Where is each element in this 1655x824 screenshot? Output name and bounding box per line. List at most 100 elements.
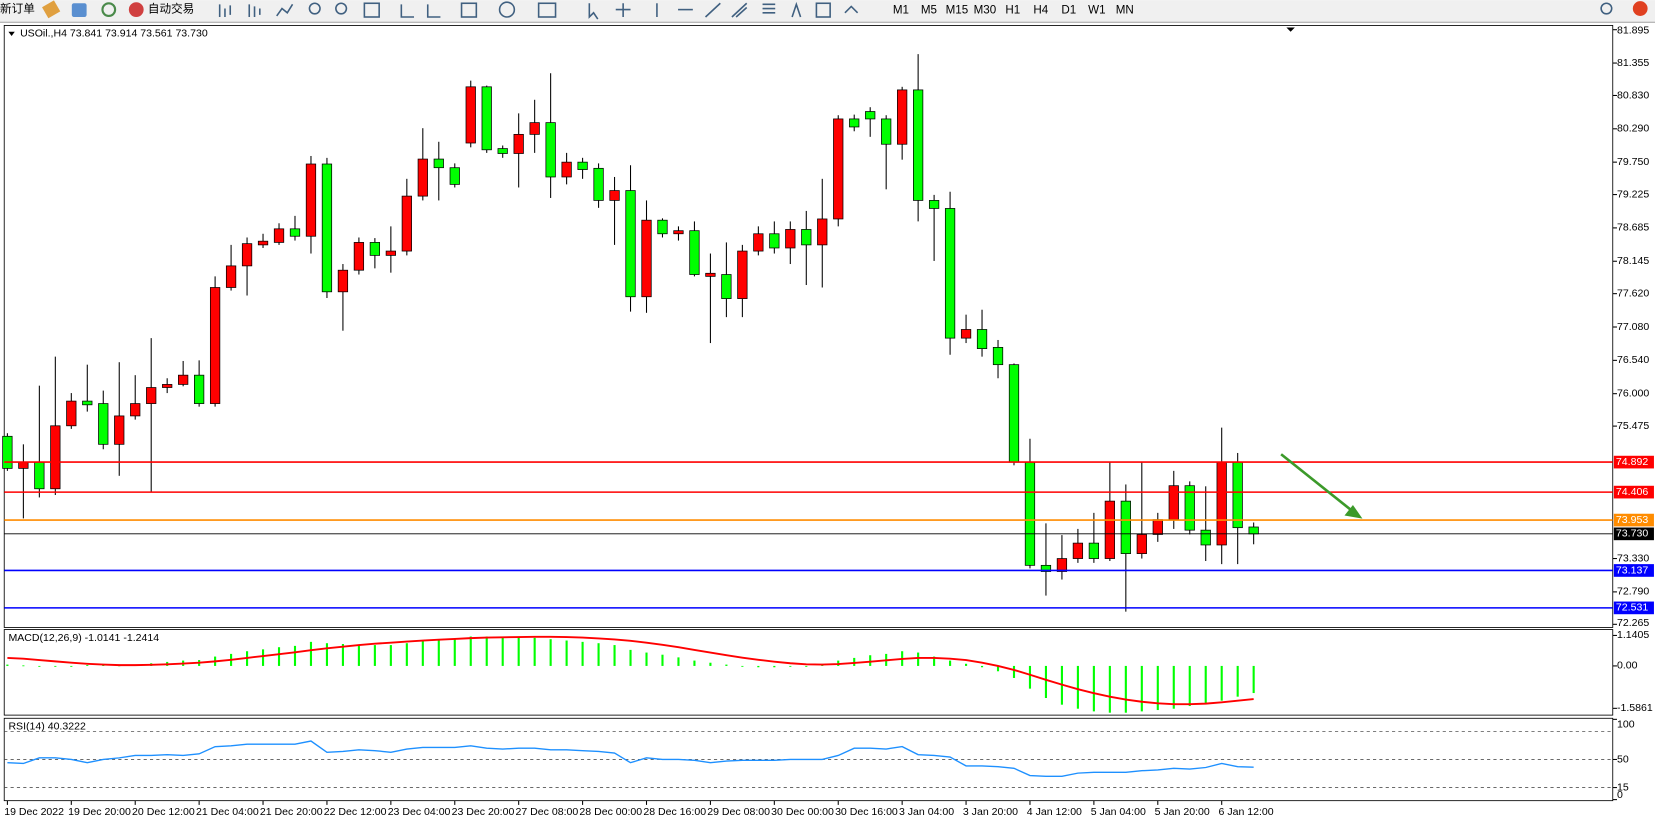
candle-body xyxy=(897,89,908,145)
zoom-out-icon[interactable] xyxy=(335,2,348,15)
price-label: 72.531 xyxy=(1616,602,1648,614)
text-icon[interactable] xyxy=(791,1,802,18)
templates-icon[interactable] xyxy=(537,2,557,18)
candle-body xyxy=(1200,529,1211,546)
arrows-icon[interactable] xyxy=(844,5,859,14)
icon[interactable] xyxy=(42,0,61,19)
macd-bar xyxy=(1252,665,1255,694)
y-tick-label: -1.5861 xyxy=(1617,702,1653,714)
timeframe-button[interactable]: H1 xyxy=(1005,4,1020,17)
line-icon[interactable] xyxy=(276,3,294,17)
bid-label: 73.730 xyxy=(1616,528,1648,540)
candle-body xyxy=(529,122,540,135)
macd-bar xyxy=(389,645,392,666)
price-label-bg xyxy=(1613,513,1654,527)
macd-bar xyxy=(980,665,984,668)
macd-bar xyxy=(1124,665,1127,713)
candle-icon[interactable] xyxy=(248,4,261,17)
macd-bar xyxy=(22,665,25,667)
macd-bar xyxy=(373,645,376,666)
macd-bar xyxy=(661,654,664,666)
candle-body xyxy=(1248,526,1259,535)
macd-bar xyxy=(853,657,856,666)
candle-body xyxy=(449,167,460,185)
indicators-icon[interactable] xyxy=(460,2,478,18)
macd-bar xyxy=(869,655,872,666)
candle-body xyxy=(593,167,604,201)
cursor-icon[interactable] xyxy=(588,3,599,20)
y-tick-label: 80.290 xyxy=(1617,123,1649,135)
icon[interactable] xyxy=(101,2,117,17)
x-tick-label: 29 Dec 08:00 xyxy=(707,806,770,818)
scroll-icon[interactable] xyxy=(400,4,415,18)
macd-bar xyxy=(1172,665,1175,709)
macd-bar xyxy=(469,636,472,666)
macd-bar xyxy=(645,652,648,666)
candle-body xyxy=(385,250,396,256)
candle-body xyxy=(1024,461,1036,566)
auto-trading-icon[interactable] xyxy=(128,2,144,17)
candle-body xyxy=(194,374,205,404)
price-label: 73.953 xyxy=(1616,514,1648,526)
candle-body xyxy=(2,435,13,469)
tile-icon[interactable] xyxy=(363,2,380,18)
candle-body xyxy=(1104,500,1115,559)
timeframe-button[interactable]: M30 xyxy=(974,4,997,17)
candle-body xyxy=(737,250,748,299)
crosshair-icon[interactable] xyxy=(615,3,631,17)
candle-body xyxy=(976,329,988,349)
timeframe-button[interactable]: MN xyxy=(1116,4,1134,17)
y-tick-label: 79.225 xyxy=(1617,188,1649,200)
timeframe-button[interactable]: M15 xyxy=(946,4,969,17)
macd-bar xyxy=(597,643,600,666)
candle-body xyxy=(992,347,1004,366)
auto-trading-button[interactable]: 自动交易 xyxy=(148,2,194,16)
y-tick-label: 80.830 xyxy=(1617,89,1649,101)
x-tick-label: 20 Dec 12:00 xyxy=(132,806,195,818)
candle-body xyxy=(1072,542,1084,559)
price-label-bg xyxy=(1613,601,1654,615)
macd-bar xyxy=(277,647,281,666)
timeframe-button[interactable]: D1 xyxy=(1061,4,1076,17)
icon[interactable] xyxy=(71,3,87,17)
timeframe-button[interactable]: M5 xyxy=(921,4,937,17)
timeframe-button[interactable]: W1 xyxy=(1088,4,1105,17)
periods-icon[interactable] xyxy=(498,1,516,18)
timeframe-button[interactable]: H4 xyxy=(1033,4,1048,17)
label-icon[interactable] xyxy=(815,2,831,18)
search-icon[interactable] xyxy=(1600,2,1613,15)
candle-body xyxy=(960,329,972,339)
candle-body xyxy=(321,163,333,293)
candle-body xyxy=(545,122,556,178)
zoom-in-icon[interactable] xyxy=(308,2,321,15)
macd-bar xyxy=(261,649,265,666)
macd-bar xyxy=(1012,665,1016,678)
candle-body xyxy=(1056,558,1068,572)
candle-body xyxy=(162,384,173,388)
x-tick-label: 28 Dec 16:00 xyxy=(643,806,706,818)
x-tick-label: 3 Jan 04:00 xyxy=(899,806,954,818)
new-order-button[interactable]: 新订单 xyxy=(0,2,35,16)
candle-body xyxy=(401,195,412,252)
fibo-icon[interactable] xyxy=(762,3,776,14)
bar-chart-icon[interactable] xyxy=(218,4,232,17)
y-tick-label: 79.750 xyxy=(1617,156,1649,168)
candle-body xyxy=(178,374,189,385)
notification-badge[interactable] xyxy=(1632,1,1648,16)
candle-body xyxy=(769,233,780,249)
trendline-icon[interactable] xyxy=(704,2,721,18)
timeframe-button[interactable]: M1 xyxy=(893,4,909,17)
candle-body xyxy=(561,161,572,178)
macd-bar xyxy=(629,649,632,666)
x-tick-label: 23 Dec 20:00 xyxy=(452,806,515,818)
candle-body xyxy=(641,219,652,298)
x-tick-label: 21 Dec 20:00 xyxy=(260,806,323,818)
x-tick-label: 6 Jan 12:00 xyxy=(1219,806,1274,818)
macd-bar xyxy=(613,645,616,666)
candle-body xyxy=(609,190,620,201)
macd-bar xyxy=(1204,665,1207,704)
candle-body xyxy=(241,243,253,267)
y-tick-label: 78.685 xyxy=(1617,222,1649,234)
shift-icon[interactable] xyxy=(426,4,441,18)
channel-icon[interactable] xyxy=(731,2,748,18)
